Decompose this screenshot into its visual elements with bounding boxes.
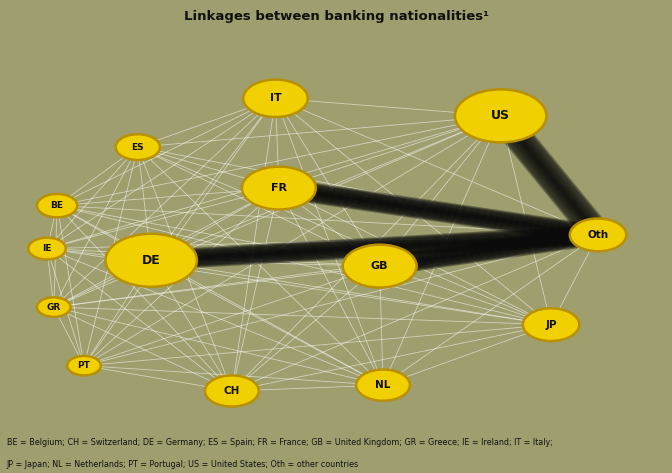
Text: IT: IT	[269, 93, 282, 103]
Text: US: US	[491, 109, 510, 123]
Circle shape	[455, 89, 546, 142]
Circle shape	[570, 219, 626, 251]
Text: JP = Japan; NL = Netherlands; PT = Portugal; US = United States; Oth = other cou: JP = Japan; NL = Netherlands; PT = Portu…	[7, 460, 359, 469]
Circle shape	[67, 356, 101, 376]
Circle shape	[205, 376, 259, 407]
Circle shape	[242, 166, 316, 210]
Circle shape	[37, 298, 71, 317]
Text: GR: GR	[46, 303, 61, 312]
Text: CH: CH	[224, 386, 240, 396]
Circle shape	[343, 245, 417, 288]
Text: BE: BE	[50, 201, 64, 210]
Circle shape	[37, 194, 77, 218]
Circle shape	[28, 237, 66, 260]
Text: NL: NL	[376, 380, 390, 390]
Circle shape	[523, 308, 579, 341]
Circle shape	[243, 79, 308, 117]
Circle shape	[356, 369, 410, 401]
Text: DE: DE	[142, 254, 161, 267]
Text: ES: ES	[132, 142, 144, 152]
Circle shape	[116, 134, 160, 160]
Text: PT: PT	[77, 361, 91, 370]
Text: Linkages between banking nationalities¹: Linkages between banking nationalities¹	[183, 10, 489, 23]
Text: BE = Belgium; CH = Switzerland; DE = Germany; ES = Spain; FR = France; GB = Unit: BE = Belgium; CH = Switzerland; DE = Ger…	[7, 438, 552, 447]
Circle shape	[106, 234, 197, 287]
Text: Oth: Oth	[587, 230, 609, 240]
Text: JP: JP	[545, 320, 557, 330]
Text: IE: IE	[42, 244, 52, 253]
Text: GB: GB	[371, 261, 388, 271]
Text: FR: FR	[271, 183, 287, 193]
